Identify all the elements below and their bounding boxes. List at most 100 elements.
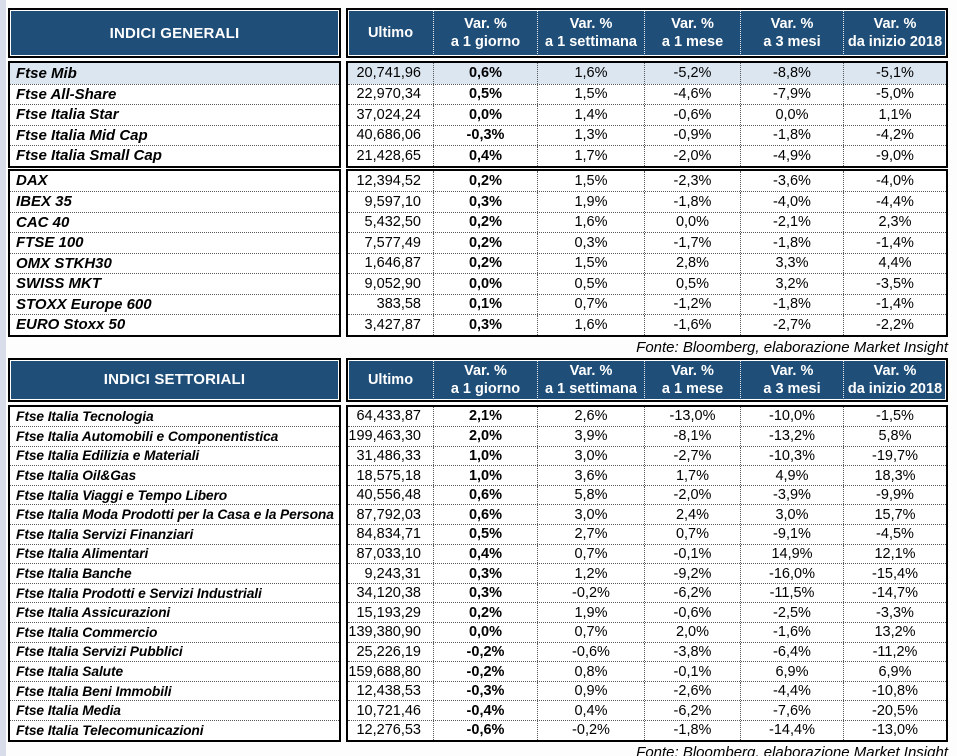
value-cell: 0,7% xyxy=(644,525,740,544)
index-values-column: 20,741,96 0,6% 1,6% -5,2% -8,8% -5,1% 22,970,3… xyxy=(346,61,948,168)
value-cell: -2,1% xyxy=(740,212,843,232)
table-title: INDICI SETTORIALI xyxy=(8,357,341,402)
value-cell: 9,243,31 xyxy=(364,565,421,582)
index-name: Ftse Italia Viaggi e Tempo Libero xyxy=(10,484,339,505)
value-cell: 0,0% xyxy=(433,274,537,294)
index-row: 37,024,24 0,0% 1,4% -0,6% 0,0% 1,1% xyxy=(348,104,946,125)
column-header-line2: a 1 settimana xyxy=(545,380,637,397)
index-name: Ftse Italia Banche xyxy=(10,563,339,583)
index-row: 84,834,71 0,5% 2,7% 0,7% -9,1% -4,5% xyxy=(348,524,946,544)
value-cell: -1,8% xyxy=(644,192,740,212)
value-cell: 0,2% xyxy=(433,212,537,232)
value-cell: 1,5% xyxy=(537,170,644,191)
value-cell: -10,0% xyxy=(740,406,843,427)
table-header-row: INDICI SETTORIALI Ultimo Var. % a 1 giorno V… xyxy=(8,357,948,402)
table-header-row: INDICI GENERALI Ultimo Var. % a 1 giorno Var… xyxy=(8,8,948,58)
value-cell: 0,7% xyxy=(537,294,644,314)
index-row: 40,686,06 -0,3% 1,3% -0,9% -1,8% -4,2% xyxy=(348,124,946,145)
index-name: Ftse All-Share xyxy=(10,83,339,105)
index-name: Ftse Italia Media xyxy=(10,700,339,720)
value-cell: 40,556,48 xyxy=(356,487,421,504)
value-cell: -2,5% xyxy=(740,603,843,623)
value-cell: 37,024,24 xyxy=(356,106,421,123)
index-name: Ftse Italia Beni Immobili xyxy=(10,680,339,701)
index-values-column: 12,394,52 0,2% 1,5% -2,3% -3,6% -4,0% 9,597,10… xyxy=(346,168,948,337)
value-cell: 1,6% xyxy=(537,315,644,335)
column-header-line2: a 3 mesi xyxy=(763,34,821,50)
index-row: 64,433,87 2,1% 2,6% -13,0% -10,0% -1,5% xyxy=(348,406,946,427)
value-cell: 1,2% xyxy=(537,564,644,583)
value-cell: 20,741,96 xyxy=(356,65,421,82)
value-cell: -15,4% xyxy=(843,564,946,583)
value-cell: -4,9% xyxy=(740,146,843,166)
index-row: 25,226,19 -0,2% -0,6% -3,8% -6,4% -11,2% xyxy=(348,641,946,662)
value-cell: -0,6% xyxy=(644,603,740,623)
value-cell: 1,5% xyxy=(537,84,644,104)
column-header-line2: a 1 giorno xyxy=(450,34,521,50)
value-cell: -13,0% xyxy=(644,406,740,427)
column-header: Var. % a 3 mesi xyxy=(740,359,843,400)
index-values-column: 64,433,87 2,1% 2,6% -13,0% -10,0% -1,5% 199,46… xyxy=(346,404,948,742)
index-row: 18,575,18 1,0% 3,6% 1,7% 4,9% 18,3% xyxy=(348,465,946,485)
index-name: STOXX Europe 600 xyxy=(10,293,339,315)
value-cell: -2,0% xyxy=(644,146,740,166)
value-cell: 2,3% xyxy=(843,212,946,232)
value-cell: 3,427,87 xyxy=(364,316,421,333)
index-name: Ftse Italia Automobili e Componentistica xyxy=(10,426,339,446)
column-header-line1: Var. % xyxy=(770,362,814,379)
value-cell: 5,8% xyxy=(843,427,946,446)
value-cell: -14,4% xyxy=(740,721,843,740)
value-cell: 383,58 xyxy=(376,296,421,313)
value-cell: -16,0% xyxy=(740,564,843,583)
value-cell: 0,3% xyxy=(433,583,537,603)
source-note: Fonte: Bloomberg, elaborazione Market In… xyxy=(636,743,948,756)
value-cell: 12,438,53 xyxy=(356,683,421,700)
value-cell: 0,1% xyxy=(433,294,537,314)
value-cell: -1,6% xyxy=(644,315,740,335)
index-name: Ftse Italia Telecomunicazioni xyxy=(10,720,339,740)
index-row: 3,427,87 0,3% 1,6% -1,6% -2,7% -2,2% xyxy=(348,314,946,335)
value-cell: -9,0% xyxy=(843,146,946,166)
value-cell: 0,3% xyxy=(433,192,537,212)
table-section-settoriali: INDICI SETTORIALI Ultimo Var. % a 1 giorno V… xyxy=(8,357,948,756)
value-cell: 4,4% xyxy=(843,253,946,273)
column-header: Var. % da inizio 2018 xyxy=(843,10,946,56)
value-cell: 1,0% xyxy=(433,446,537,466)
index-name: Ftse Italia Alimentari xyxy=(10,543,339,564)
value-cell: 3,0% xyxy=(740,505,843,525)
column-header-line1: Var. % xyxy=(873,362,917,379)
value-cell: -13,0% xyxy=(843,721,946,740)
index-row: 87,033,10 0,4% 0,7% -0,1% 14,9% 12,1% xyxy=(348,543,946,564)
value-cell: -0,6% xyxy=(644,105,740,125)
table-title: INDICI GENERALI xyxy=(8,8,341,58)
value-cell: -1,4% xyxy=(843,294,946,314)
value-cell: 2,6% xyxy=(537,406,644,427)
value-cell: 2,7% xyxy=(537,525,644,544)
index-row: 20,741,96 0,6% 1,6% -5,2% -8,8% -5,1% xyxy=(348,63,946,84)
column-header: Ultimo xyxy=(348,10,433,56)
value-cell: -11,2% xyxy=(843,642,946,662)
value-cell: -3,6% xyxy=(740,170,843,191)
value-cell: -0,2% xyxy=(537,583,644,603)
value-cell: 0,3% xyxy=(537,233,644,253)
index-name: Ftse Mib xyxy=(10,63,339,84)
value-cell: -4,0% xyxy=(843,170,946,191)
column-header: Var. % a 1 settimana xyxy=(537,359,644,400)
index-block: Ftse Italia Tecnologia Ftse Italia Automo… xyxy=(8,404,948,742)
value-cell: -20,5% xyxy=(843,701,946,720)
value-cell: 15,193,29 xyxy=(356,604,421,621)
index-name: OMX STKH30 xyxy=(10,252,339,274)
value-cell: 0,2% xyxy=(433,253,537,273)
value-cell: -3,5% xyxy=(843,274,946,294)
index-tables-container: INDICI GENERALI Ultimo Var. % a 1 giorno Var… xyxy=(8,8,948,756)
column-header-line1: Var. % xyxy=(569,16,613,32)
value-cell: 84,834,71 xyxy=(356,526,421,543)
index-row: 34,120,38 0,3% -0,2% -6,2% -11,5% -14,7% xyxy=(348,582,946,603)
value-cell: -4,2% xyxy=(843,125,946,145)
index-row: 9,597,10 0,3% 1,9% -1,8% -4,0% -4,4% xyxy=(348,191,946,212)
value-cell: -5,2% xyxy=(644,63,740,84)
value-cell: -9,9% xyxy=(843,485,946,505)
index-name: Ftse Italia Oil&Gas xyxy=(10,465,339,485)
value-cell: 0,4% xyxy=(433,146,537,166)
